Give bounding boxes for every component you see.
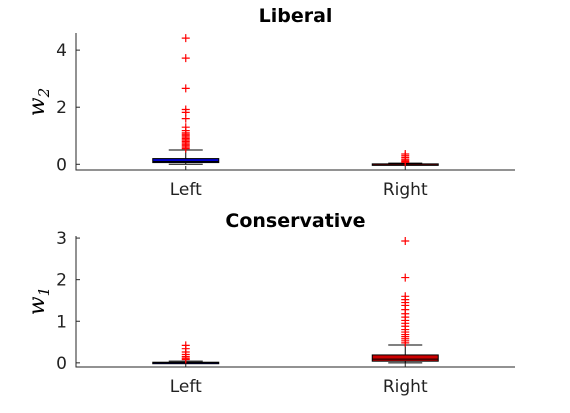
liberal-subplot: Liberal 0 2 4 w2 Left Right <box>25 5 515 200</box>
box-right <box>371 150 439 167</box>
outlier-marker <box>401 236 410 245</box>
chart-title: Conservative <box>225 210 365 232</box>
axis-lines <box>75 236 515 368</box>
outlier-marker <box>181 355 190 364</box>
y-axis-label-subscript: 1 <box>35 287 53 297</box>
y-tick-label: 2 <box>56 271 67 291</box>
outlier-marker <box>401 158 410 167</box>
chart-title: Liberal <box>259 5 333 27</box>
y-tick-label: 3 <box>56 229 67 249</box>
x-tick-label: Left <box>170 180 202 200</box>
y-axis-label: w2 <box>25 88 53 116</box>
outlier-marker <box>401 273 410 282</box>
y-tick-label: 0 <box>56 155 67 175</box>
outlier-marker <box>181 34 190 43</box>
box-left <box>152 341 220 365</box>
outlier-marker <box>181 144 190 153</box>
x-tick-label: Right <box>383 180 428 200</box>
x-tick-label: Right <box>383 377 428 397</box>
outlier-marker <box>181 114 190 123</box>
outlier-marker <box>401 338 410 347</box>
y-axis-label-base: w <box>25 97 50 116</box>
outlier-marker <box>181 84 190 93</box>
box-right <box>371 236 439 364</box>
y-axis-label: w1 <box>25 287 53 315</box>
y-axis-label-base: w <box>25 296 50 315</box>
y-tick-label: 1 <box>56 312 67 332</box>
x-tick-label: Left <box>170 377 202 397</box>
outlier-marker <box>181 54 190 63</box>
y-tick-label: 4 <box>56 41 67 61</box>
y-axis-label-subscript: 2 <box>35 88 53 99</box>
y-tick-label: 0 <box>56 354 67 374</box>
box-body <box>152 158 220 164</box>
axis-lines <box>75 33 515 171</box>
y-tick-label: 2 <box>56 98 67 118</box>
box-body <box>371 354 439 362</box>
box-left <box>152 34 220 165</box>
